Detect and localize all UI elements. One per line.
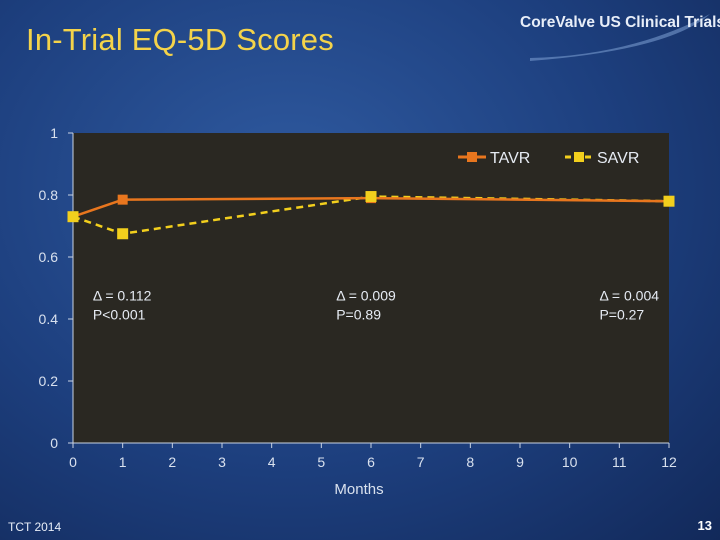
series-line-savr [72, 195, 670, 235]
x-tick-label: 4 [268, 454, 276, 470]
y-tick-label: 0 [50, 435, 58, 451]
x-tick-label: 5 [317, 454, 325, 470]
data-point-tavr [117, 194, 128, 205]
annotation-3-line-1: Δ = 0.004 [599, 287, 659, 303]
y-tick-label: 0.8 [39, 187, 59, 203]
series-line-tavr [72, 196, 670, 218]
x-tick-label: 6 [367, 454, 375, 470]
brand-logo: CoreValve US Clinical Trials [520, 12, 720, 64]
x-tick-label: 12 [661, 454, 677, 470]
plot-area [73, 133, 669, 443]
annotation-1-line-2: P<0.001 [93, 306, 146, 322]
annotation-1-line-1: Δ = 0.112 [93, 287, 152, 303]
x-tick-label: 0 [69, 454, 77, 470]
x-tick-label: 9 [516, 454, 524, 470]
annotation-2-line-2: P=0.89 [336, 306, 381, 322]
legend-marker-savr [574, 152, 584, 162]
x-tick-label: 1 [119, 454, 127, 470]
x-tick-label: 7 [417, 454, 425, 470]
y-tick-label: 0.2 [39, 373, 59, 389]
legend-marker-tavr [467, 152, 477, 162]
footer-conference: TCT 2014 [8, 520, 62, 534]
data-point-savr [365, 191, 377, 203]
x-tick-label: 8 [466, 454, 474, 470]
annotation-3-line-2: P=0.27 [599, 306, 644, 322]
x-tick-label: 11 [612, 454, 627, 470]
y-tick-label: 0.6 [39, 249, 59, 265]
annotation-2-line-1: Δ = 0.009 [336, 287, 396, 303]
slide-title: In-Trial EQ-5D Scores [26, 22, 334, 57]
data-point-savr [67, 211, 79, 223]
x-axis-label: Months [334, 481, 383, 498]
x-tick-label: 10 [562, 454, 578, 470]
x-tick-label: 2 [168, 454, 176, 470]
brand-name: CoreValve US Clinical Trials [520, 14, 720, 31]
data-point-savr [663, 195, 675, 207]
y-tick-label: 0.4 [39, 311, 59, 327]
data-point-savr [117, 228, 129, 240]
x-tick-label: 3 [218, 454, 226, 470]
legend-label-savr: SAVR [597, 150, 639, 167]
y-tick-label: 1 [50, 125, 58, 141]
legend-label-tavr: TAVR [490, 150, 530, 167]
page-number: 13 [697, 518, 712, 533]
